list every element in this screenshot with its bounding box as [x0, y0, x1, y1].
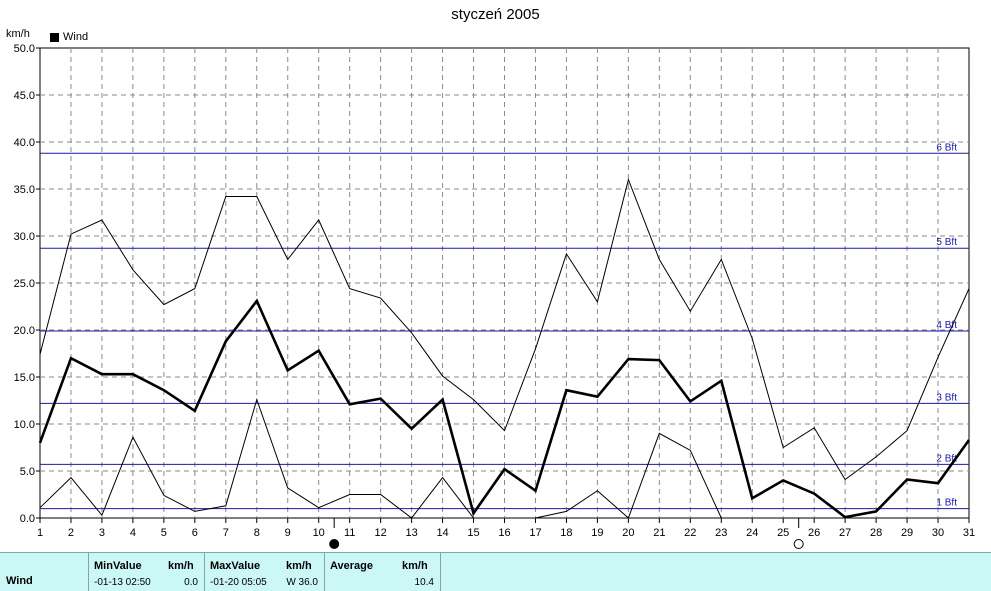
- y-tick-label: 15.0: [14, 372, 35, 384]
- x-tick-label: 2: [68, 527, 74, 539]
- x-tick-label: 25: [777, 527, 789, 539]
- y-tick-label: 5.0: [20, 466, 35, 478]
- stats-max-unit: km/h: [286, 560, 312, 572]
- chart-title: styczeń 2005: [451, 6, 540, 23]
- x-tick-label: 26: [808, 527, 820, 539]
- stats-max-date: -01-20 05:05: [210, 577, 267, 588]
- bft-label: 6 Bft: [936, 142, 957, 153]
- bft-label: 4 Bft: [936, 320, 957, 331]
- x-tick-label: 31: [963, 527, 975, 539]
- legend-label-wind: Wind: [63, 31, 89, 43]
- x-tick-label: 21: [653, 527, 665, 539]
- x-tick-label: 13: [405, 527, 417, 539]
- x-tick-label: 8: [254, 527, 260, 539]
- stats-min-value: 0.0: [184, 577, 198, 588]
- y-axis-unit-label: km/h: [6, 28, 30, 40]
- y-tick-label: 30.0: [14, 231, 35, 243]
- stats-avg-cell: Average km/h 10.4: [324, 553, 441, 591]
- x-tick-label: 22: [684, 527, 696, 539]
- legend: Wind: [50, 31, 88, 43]
- x-tick-label: 1: [37, 527, 43, 539]
- stats-avg-header: Average: [330, 560, 374, 572]
- stats-max-value: W 36.0: [286, 577, 318, 588]
- stats-max-header: MaxValue: [210, 560, 261, 572]
- y-tick-label: 40.0: [14, 137, 35, 149]
- x-tick-label: 16: [498, 527, 510, 539]
- x-tick-label: 11: [344, 527, 355, 539]
- x-tick-label: 7: [223, 527, 229, 539]
- stats-min-header: MinValue: [94, 560, 142, 572]
- x-tick-label: 12: [375, 527, 387, 539]
- x-tick-label: 28: [870, 527, 882, 539]
- series-line-min: [535, 432, 722, 519]
- series-line-min: [39, 397, 474, 519]
- stats-panel: Wind MinValue km/h -01-13 02:50 0.0 MaxV…: [0, 552, 991, 591]
- stats-min-date: -01-13 02:50: [94, 577, 151, 588]
- x-tick-label: 5: [161, 527, 167, 539]
- stats-row-label: Wind: [6, 575, 33, 587]
- x-tick-label: 18: [560, 527, 572, 539]
- y-tick-label: 10.0: [14, 419, 35, 431]
- bft-label: 1 Bft: [936, 498, 957, 509]
- bft-label: 3 Bft: [936, 392, 957, 403]
- y-tick-label: 35.0: [14, 184, 35, 196]
- stats-avg-value: 10.4: [414, 577, 434, 588]
- bft-label: 5 Bft: [936, 237, 957, 248]
- wind-chart: 1 2 3 4 5 6 7 8 9 10 11 12 13 14 15 16 17 18 19 20 21 22 23 24 2…: [14, 43, 975, 549]
- x-tick-label: 3: [99, 527, 105, 539]
- x-tick-label: 23: [715, 527, 727, 539]
- x-tick-label: 9: [285, 527, 291, 539]
- x-tick-label: 30: [932, 527, 944, 539]
- x-tick-label: 14: [436, 527, 448, 539]
- series-line-max: [39, 177, 970, 481]
- legend-swatch-wind: [50, 32, 59, 42]
- new-moon-icon: [329, 539, 340, 549]
- x-tick-label: 20: [622, 527, 634, 539]
- x-tick-label: 27: [839, 527, 851, 539]
- y-tick-label: 45.0: [14, 90, 35, 102]
- x-tick-label: 17: [529, 527, 541, 539]
- stats-min-cell: MinValue km/h -01-13 02:50 0.0: [88, 553, 205, 591]
- y-tick-label: 20.0: [14, 325, 35, 337]
- x-tick-label: 4: [130, 527, 136, 539]
- x-tick-label: 6: [192, 527, 198, 539]
- x-tick-label: 15: [467, 527, 479, 539]
- y-tick-label: 50.0: [14, 43, 35, 55]
- stats-avg-unit: km/h: [402, 560, 428, 572]
- y-tick-label: 25.0: [14, 278, 35, 290]
- x-tick-label: 29: [901, 527, 913, 539]
- stats-max-cell: MaxValue km/h -01-20 05:05 W 36.0: [204, 553, 325, 591]
- x-tick-label: 10: [313, 527, 325, 539]
- stats-row-label-cell: Wind: [0, 553, 89, 591]
- x-tick-label: 19: [591, 527, 603, 539]
- full-moon-icon: [793, 539, 804, 549]
- series-line-wind-average: [38, 298, 971, 519]
- x-tick-label: 24: [746, 527, 758, 539]
- y-tick-label: 0.0: [20, 513, 35, 525]
- bft-label: 2 Bft: [936, 453, 957, 464]
- stats-min-unit: km/h: [168, 560, 194, 572]
